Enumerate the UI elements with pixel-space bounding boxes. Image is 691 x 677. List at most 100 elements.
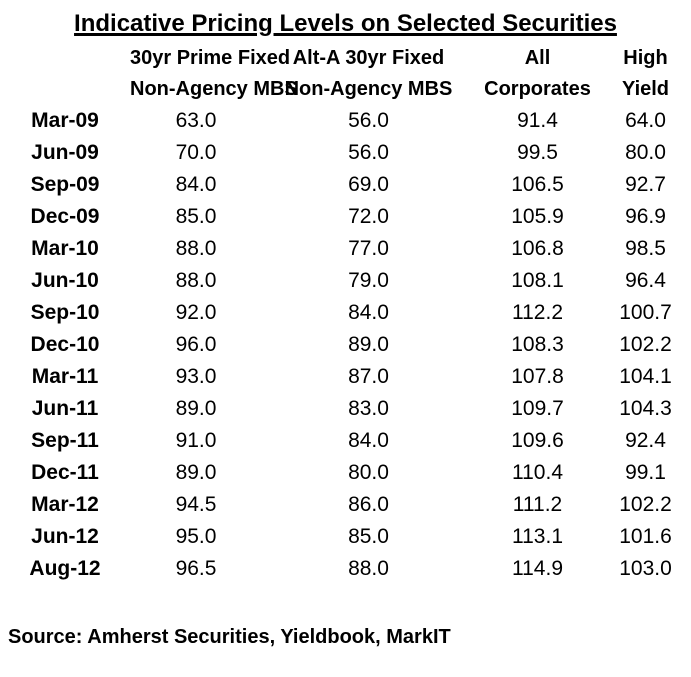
cell-value: 88.0 xyxy=(348,557,389,580)
table-row: Mar-09 63.0 56.0 91.4 64.0 xyxy=(0,105,691,137)
cell-value: 111.2 xyxy=(512,493,563,516)
header-col3-line1: All xyxy=(524,47,551,69)
table-row: Sep-10 92.0 84.0 112.2 100.7 xyxy=(0,297,691,329)
cell-value: 84.0 xyxy=(175,173,217,196)
cell-value: 108.1 xyxy=(511,269,564,292)
header-col4-line2: Yield xyxy=(621,78,670,100)
cell-value: 96.4 xyxy=(625,269,666,292)
cell-value: 79.0 xyxy=(348,269,389,292)
header-row-2: Non-Agency MBS Non-Agency MBS Corporates… xyxy=(0,74,691,105)
cell-value: 98.5 xyxy=(625,237,666,260)
table-row: Jun-12 95.0 85.0 113.1 101.6 xyxy=(0,521,691,553)
row-label: Mar-10 xyxy=(31,237,99,260)
cell-value: 104.3 xyxy=(619,397,672,420)
cell-value: 86.0 xyxy=(348,493,389,516)
table-row: Dec-09 85.0 72.0 105.9 96.9 xyxy=(0,201,691,233)
cell-value: 64.0 xyxy=(625,109,666,132)
header-col1-line2: Non-Agency MBS xyxy=(130,78,298,100)
cell-value: 87.0 xyxy=(348,365,389,388)
cell-value: 96.5 xyxy=(175,557,217,580)
cell-value: 104.1 xyxy=(619,365,672,388)
pricing-table: 30yr Prime Fixed Alt-A 30yr Fixed All Hi… xyxy=(0,43,691,585)
cell-value: 106.8 xyxy=(511,237,564,260)
cell-value: 77.0 xyxy=(348,237,389,260)
cell-value: 94.5 xyxy=(175,493,217,516)
row-label: Mar-11 xyxy=(31,365,99,388)
table-row: Mar-11 93.0 87.0 107.8 104.1 xyxy=(0,361,691,393)
table-row: Mar-10 88.0 77.0 106.8 98.5 xyxy=(0,233,691,265)
cell-value: 72.0 xyxy=(348,205,389,228)
header-row-1: 30yr Prime Fixed Alt-A 30yr Fixed All Hi… xyxy=(0,43,691,74)
header-blank xyxy=(0,74,130,105)
header-col4-line1: High xyxy=(623,47,668,69)
row-label: Dec-10 xyxy=(30,333,100,356)
cell-value: 84.0 xyxy=(348,301,389,324)
page-title: Indicative Pricing Levels on Selected Se… xyxy=(0,0,691,39)
header-blank xyxy=(0,43,130,74)
row-label: Jun-12 xyxy=(31,525,99,548)
cell-value: 89.0 xyxy=(175,461,217,484)
cell-value: 91.0 xyxy=(175,429,217,452)
row-label: Mar-09 xyxy=(31,109,99,132)
table-row: Dec-10 96.0 89.0 108.3 102.2 xyxy=(0,329,691,361)
cell-value: 105.9 xyxy=(511,205,564,228)
cell-value: 88.0 xyxy=(175,237,217,260)
cell-value: 107.8 xyxy=(511,365,564,388)
cell-value: 70.0 xyxy=(175,141,217,164)
cell-value: 63.0 xyxy=(175,109,217,132)
table-row: Mar-12 94.5 86.0 111.2 102.2 xyxy=(0,489,691,521)
cell-value: 92.0 xyxy=(175,301,217,324)
cell-value: 85.0 xyxy=(348,525,389,548)
cell-value: 109.7 xyxy=(511,397,564,420)
cell-value: 56.0 xyxy=(348,109,389,132)
table-row: Aug-12 96.5 88.0 114.9 103.0 xyxy=(0,553,691,585)
cell-value: 69.0 xyxy=(348,173,389,196)
cell-value: 89.0 xyxy=(348,333,389,356)
cell-value: 112.2 xyxy=(512,301,563,324)
cell-value: 56.0 xyxy=(348,141,389,164)
cell-value: 110.4 xyxy=(512,461,563,484)
cell-value: 103.0 xyxy=(619,557,672,580)
cell-value: 92.4 xyxy=(625,429,666,452)
cell-value: 102.2 xyxy=(619,493,672,516)
cell-value: 80.0 xyxy=(348,461,389,484)
table-body: Mar-09 63.0 56.0 91.4 64.0 Jun-09 70.0 5… xyxy=(0,105,691,585)
header-col3-line2: Corporates xyxy=(484,78,591,100)
cell-value: 99.5 xyxy=(517,141,558,164)
cell-value: 91.4 xyxy=(517,109,558,132)
cell-value: 88.0 xyxy=(175,269,217,292)
cell-value: 80.0 xyxy=(625,141,666,164)
row-label: Dec-11 xyxy=(31,461,99,484)
row-label: Dec-09 xyxy=(30,205,100,228)
cell-value: 100.7 xyxy=(619,301,672,324)
cell-value: 108.3 xyxy=(511,333,564,356)
table-header: 30yr Prime Fixed Alt-A 30yr Fixed All Hi… xyxy=(0,43,691,105)
cell-value: 85.0 xyxy=(175,205,217,228)
header-col2-line1: Alt-A 30yr Fixed xyxy=(292,47,445,69)
row-label: Sep-09 xyxy=(30,173,100,196)
row-label: Sep-10 xyxy=(30,301,100,324)
table-row: Sep-11 91.0 84.0 109.6 92.4 xyxy=(0,425,691,457)
cell-value: 95.0 xyxy=(175,525,217,548)
cell-value: 96.9 xyxy=(625,205,666,228)
row-label: Jun-11 xyxy=(31,397,99,420)
row-label: Mar-12 xyxy=(31,493,99,516)
cell-value: 99.1 xyxy=(625,461,666,484)
cell-value: 101.6 xyxy=(619,525,672,548)
table-row: Jun-10 88.0 79.0 108.1 96.4 xyxy=(0,265,691,297)
cell-value: 109.6 xyxy=(511,429,564,452)
header-col1-line1: 30yr Prime Fixed xyxy=(130,47,291,69)
cell-value: 93.0 xyxy=(175,365,217,388)
cell-value: 106.5 xyxy=(511,173,564,196)
page-title-text: Indicative Pricing Levels on Selected Se… xyxy=(74,10,617,37)
row-label: Jun-10 xyxy=(31,269,99,292)
table-row: Dec-11 89.0 80.0 110.4 99.1 xyxy=(0,457,691,489)
table-row: Jun-11 89.0 83.0 109.7 104.3 xyxy=(0,393,691,425)
cell-value: 102.2 xyxy=(619,333,672,356)
cell-value: 83.0 xyxy=(348,397,389,420)
cell-value: 114.9 xyxy=(512,557,563,580)
source-note: Source: Amherst Securities, Yieldbook, M… xyxy=(8,626,451,648)
row-label: Jun-09 xyxy=(31,141,99,164)
cell-value: 96.0 xyxy=(175,333,217,356)
